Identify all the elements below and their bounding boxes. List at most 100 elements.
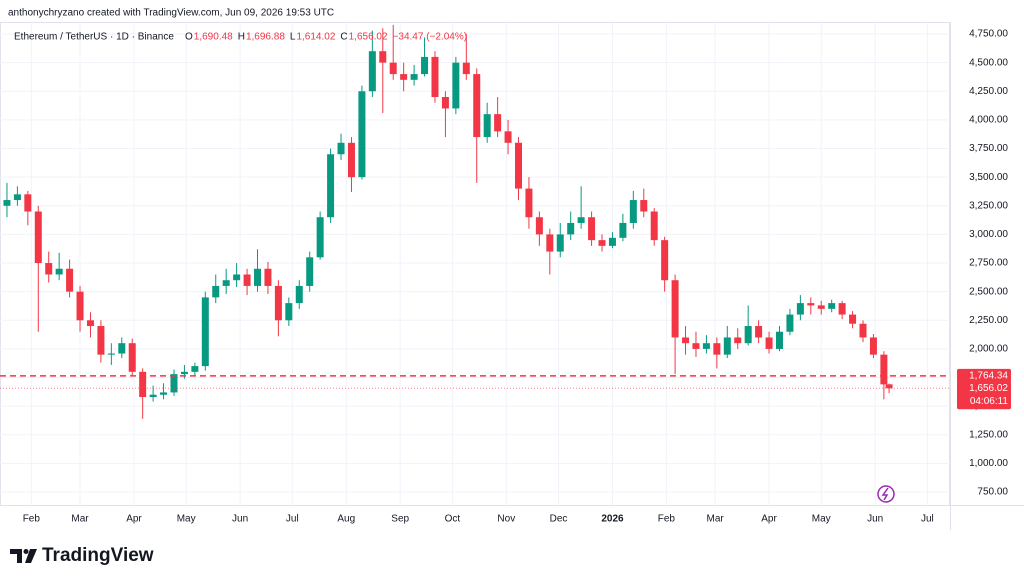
candle-body (556, 234, 564, 252)
candle-body (650, 211, 658, 241)
candle-body (316, 217, 324, 258)
candle-body (45, 263, 53, 275)
candle-body (139, 371, 147, 398)
candle-body (13, 194, 21, 201)
candle-body (254, 268, 262, 286)
x-tick-label: Apr (761, 514, 777, 525)
y-tick-label: 4,000.00 (969, 115, 1008, 126)
x-tick-label: Jun (232, 514, 248, 525)
candle-body (473, 74, 481, 138)
x-tick-label: Oct (445, 514, 461, 525)
candle-body (86, 320, 94, 327)
candle-body (160, 392, 168, 395)
y-tick-label: 2,000.00 (969, 344, 1008, 355)
candle-body (358, 91, 366, 178)
candle-body (734, 337, 742, 344)
ohlc-value: 1,690.48 (194, 32, 233, 43)
candle-body (76, 291, 84, 321)
candle-body (546, 234, 554, 252)
y-tick-label: 2,750.00 (969, 258, 1008, 269)
candle-body (170, 374, 178, 393)
candle-body (55, 268, 63, 275)
candle-body (389, 62, 397, 75)
y-tick-label: 750.00 (977, 487, 1008, 498)
candle-body (368, 51, 376, 92)
candle-body (410, 74, 418, 80)
logo: TradingView (42, 545, 154, 566)
candle-body (107, 353, 115, 355)
ohlc-value: 1,614.02 (296, 32, 335, 43)
x-tick-label: Feb (658, 514, 676, 525)
y-tick-label: 1,000.00 (969, 458, 1008, 469)
x-tick-label: May (177, 514, 196, 525)
candle-body (212, 285, 220, 298)
y-tick-label: 2,500.00 (969, 286, 1008, 297)
candle-body (483, 114, 491, 138)
candle-body (577, 217, 585, 223)
candle-body (640, 200, 648, 212)
ohlc-key: O (185, 32, 193, 43)
candle-body (452, 62, 460, 109)
candle-body (379, 51, 387, 63)
y-tick-label: 4,500.00 (969, 57, 1008, 68)
candle-body (765, 337, 773, 349)
candle-body (191, 366, 199, 372)
candle-body (24, 194, 32, 212)
candle-body (775, 331, 783, 349)
y-tick-label: 3,000.00 (969, 229, 1008, 240)
candle-body (347, 142, 355, 178)
candle-body (598, 240, 606, 246)
x-tick-label: Mar (706, 514, 724, 525)
candle-body (807, 303, 815, 306)
symbol: Ethereum / TetherUS · 1D · Binance (14, 32, 174, 43)
candle-body (744, 326, 752, 344)
y-tick-label: 1,250.00 (969, 429, 1008, 440)
candle-body (441, 96, 449, 109)
candle-body (431, 56, 439, 97)
candle-body (285, 303, 293, 321)
reference-label: 1,764.34 (969, 371, 1008, 382)
candle-body (885, 384, 893, 389)
candle-body (692, 343, 700, 349)
candle-body (3, 200, 11, 206)
candle-body (128, 343, 136, 372)
ohlc-key: C (340, 32, 347, 43)
candle-body (274, 285, 282, 321)
candle-body (97, 326, 105, 355)
candle-body (149, 394, 157, 398)
candle-body (233, 274, 241, 281)
plot-area (0, 23, 950, 505)
price-tag (957, 368, 1011, 383)
x-tick-label: Dec (550, 514, 568, 525)
price-tag (957, 381, 1011, 410)
candle-body (180, 371, 188, 375)
candle-body (796, 303, 804, 315)
candle-body (588, 217, 596, 241)
y-tick-label: 3,250.00 (969, 200, 1008, 211)
x-tick-label: Sep (391, 514, 409, 525)
ohlc-change: −34.47 (−2.04%) (393, 32, 468, 43)
candle-body (504, 131, 512, 143)
candle-body (723, 337, 731, 355)
candle-body (838, 303, 846, 315)
ohlc-key: L (290, 32, 296, 43)
y-tick-label: 4,750.00 (969, 29, 1008, 40)
ohlc-value: 1,696.88 (246, 32, 285, 43)
ohlc-key: H (238, 32, 245, 43)
candle-body (661, 240, 669, 281)
candle-body (713, 343, 721, 355)
ohlc-value: 1,656.02 (349, 32, 388, 43)
candle-body (264, 268, 272, 286)
x-tick-label: Jul (286, 514, 299, 525)
candle-body (400, 74, 408, 80)
candle-body (66, 268, 74, 292)
credit: anthonychryzano created with TradingView… (8, 8, 334, 19)
candle-body (629, 200, 637, 223)
x-tick-label: Feb (23, 514, 41, 525)
candle-body (295, 285, 303, 304)
candle-body (494, 114, 502, 132)
candle-body (619, 222, 627, 238)
icon (877, 485, 895, 503)
x-tick-label: Nov (497, 514, 515, 525)
